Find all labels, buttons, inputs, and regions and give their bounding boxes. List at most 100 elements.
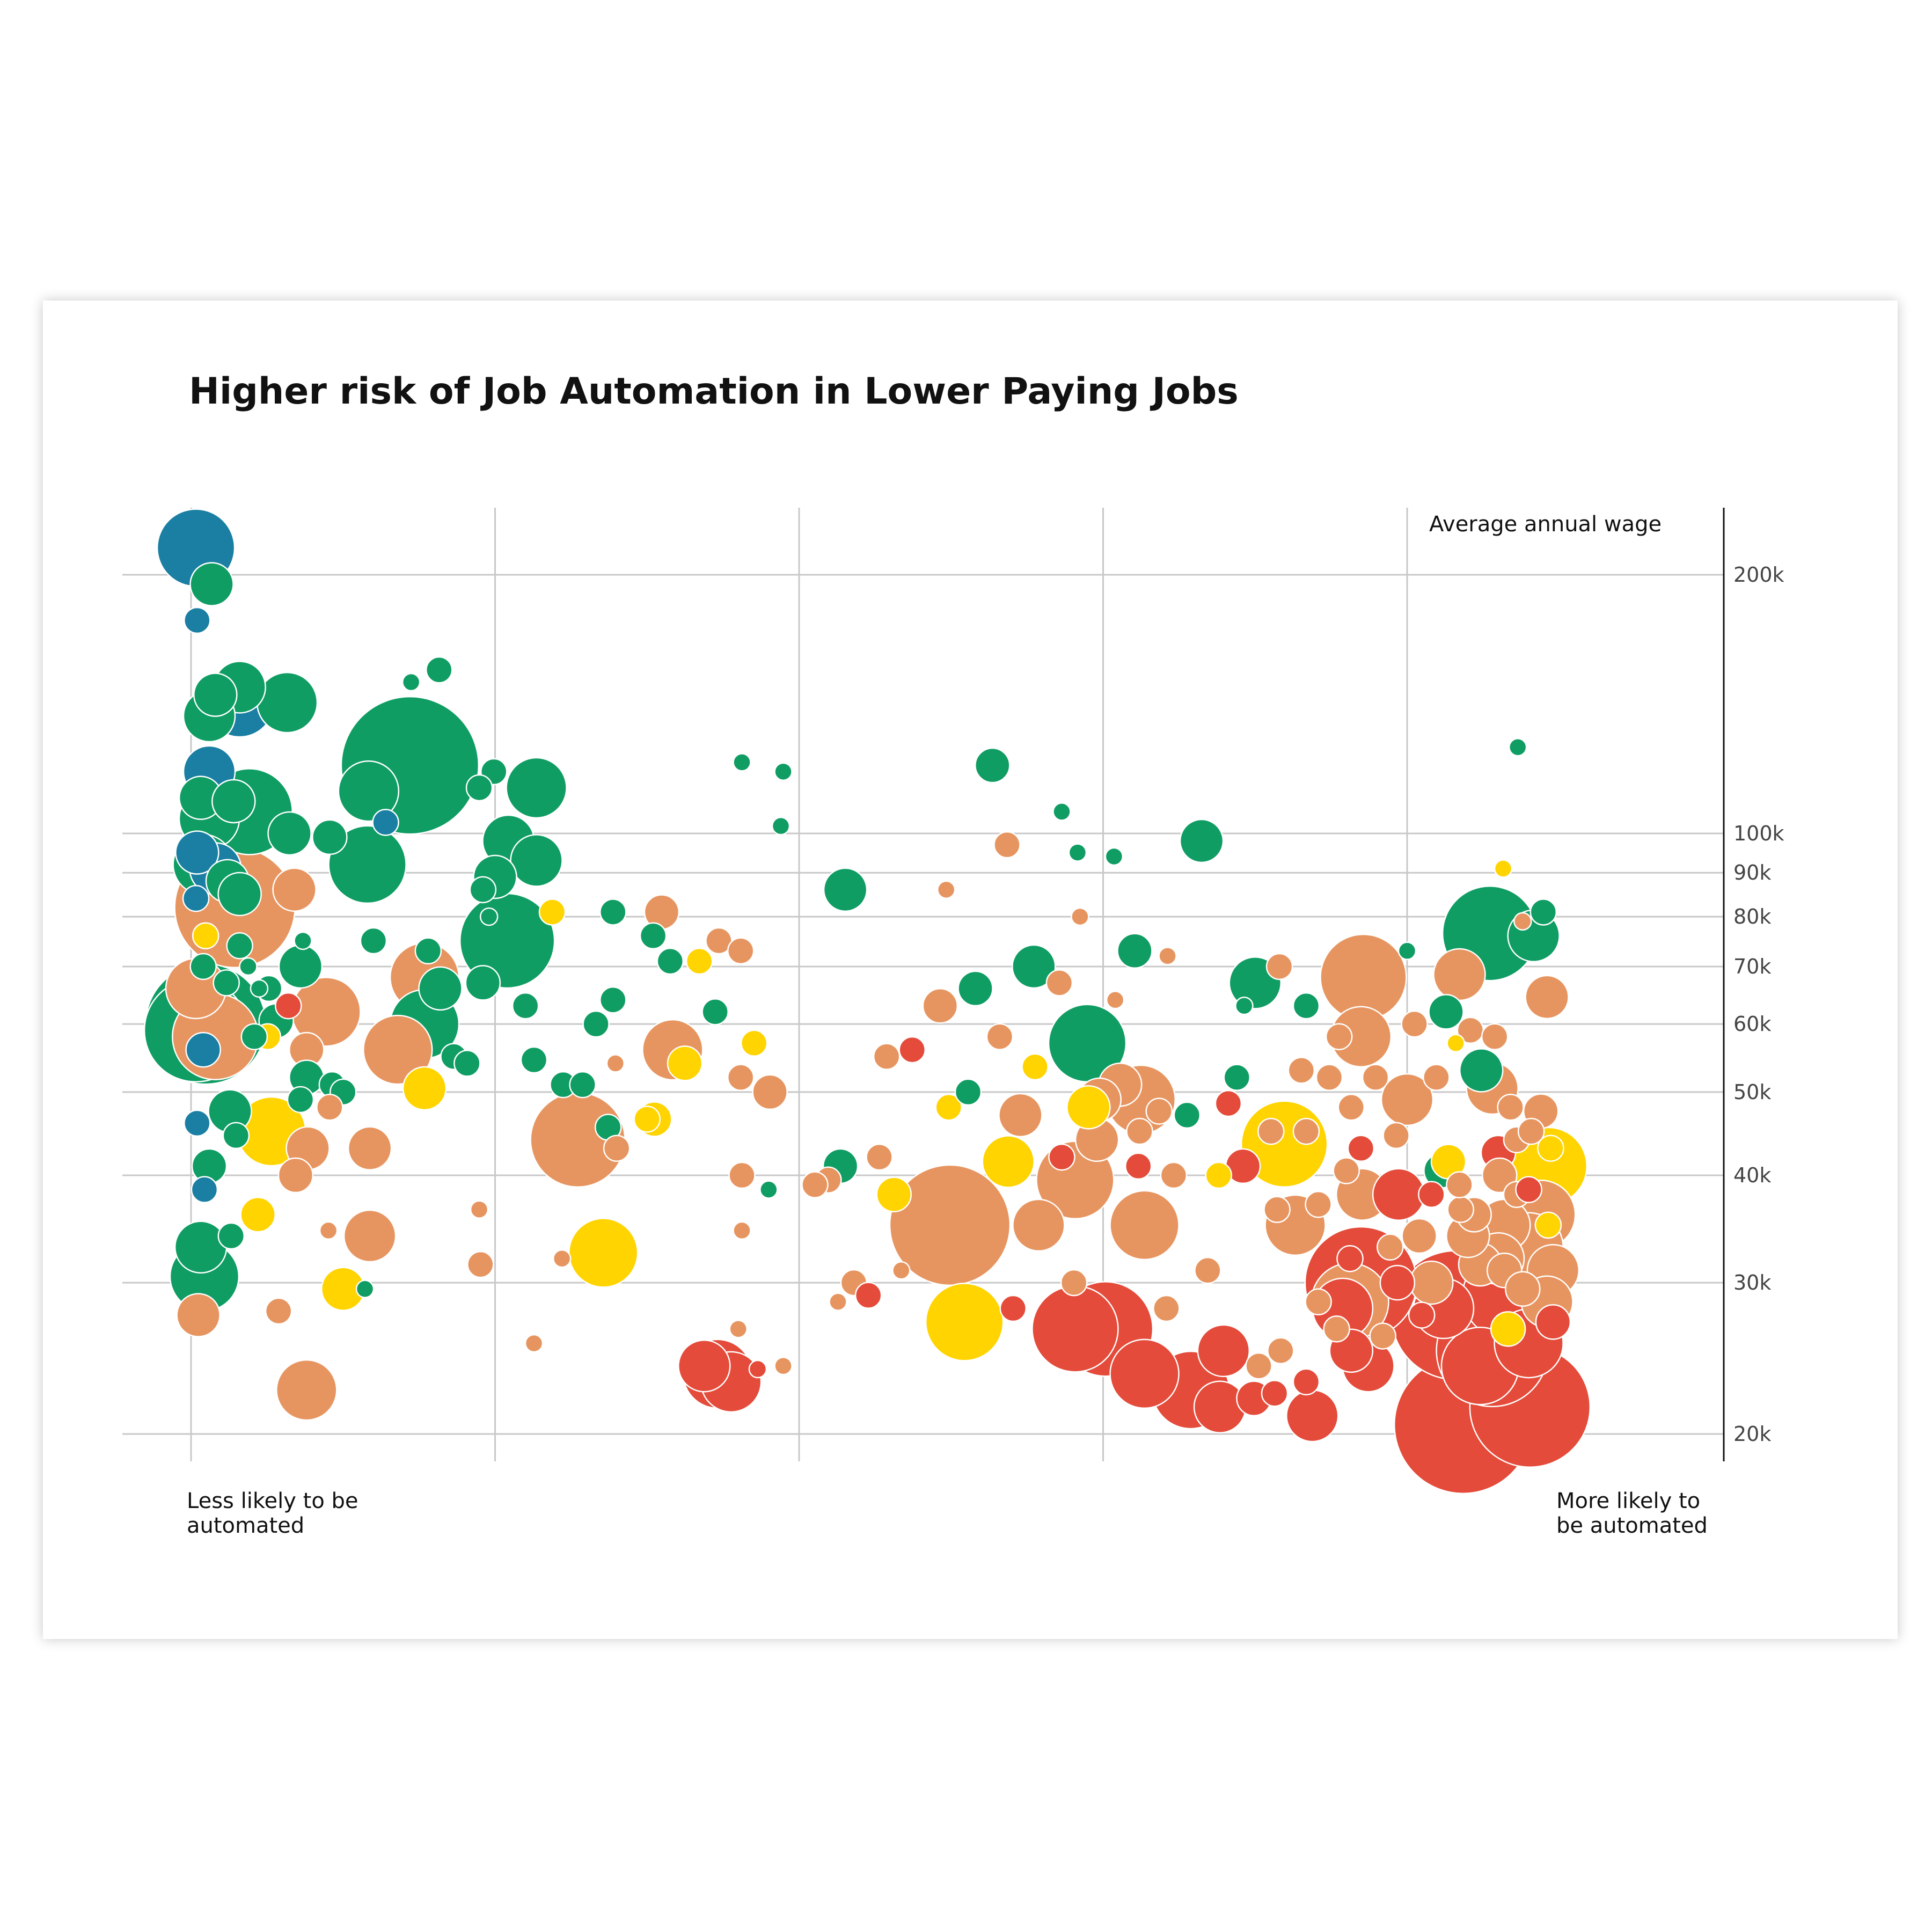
occupation-bubble[interactable]	[360, 927, 387, 955]
occupation-bubble[interactable]	[752, 1074, 788, 1110]
occupation-bubble[interactable]	[727, 937, 755, 965]
occupation-bubble[interactable]	[1292, 1117, 1320, 1145]
occupation-bubble[interactable]	[1012, 1198, 1065, 1252]
occupation-bubble[interactable]	[239, 957, 258, 976]
occupation-bubble[interactable]	[213, 969, 240, 997]
occupation-bubble[interactable]	[1379, 1264, 1416, 1301]
occupation-bubble[interactable]	[582, 1010, 610, 1038]
occupation-bubble[interactable]	[1265, 953, 1293, 980]
occupation-bubble[interactable]	[1333, 1157, 1360, 1184]
occupation-bubble[interactable]	[1397, 941, 1417, 961]
occupation-bubble[interactable]	[240, 1023, 268, 1050]
occupation-bubble[interactable]	[1205, 1161, 1233, 1189]
occupation-bubble[interactable]	[1060, 1269, 1088, 1297]
occupation-bubble[interactable]	[1325, 1023, 1353, 1050]
occupation-bubble[interactable]	[1418, 1181, 1445, 1208]
occupation-bubble[interactable]	[272, 867, 317, 912]
occupation-bubble[interactable]	[727, 1064, 755, 1091]
occupation-bubble[interactable]	[1021, 1053, 1049, 1081]
occupation-bubble[interactable]	[191, 1176, 218, 1203]
occupation-bubble[interactable]	[524, 1334, 544, 1353]
occupation-bubble[interactable]	[771, 816, 791, 836]
occupation-bubble[interactable]	[184, 606, 211, 634]
occupation-bubble[interactable]	[873, 1043, 901, 1070]
occupation-bubble[interactable]	[1337, 1094, 1365, 1121]
occupation-bubble[interactable]	[925, 1283, 1004, 1362]
occupation-bubble[interactable]	[175, 830, 219, 875]
occupation-bubble[interactable]	[418, 966, 463, 1011]
occupation-bubble[interactable]	[312, 819, 348, 855]
occupation-bubble[interactable]	[1066, 1085, 1111, 1130]
occupation-bubble[interactable]	[185, 1031, 221, 1068]
occupation-bubble[interactable]	[1401, 1218, 1437, 1254]
occupation-bubble[interactable]	[678, 1339, 731, 1393]
occupation-bubble[interactable]	[1109, 1190, 1180, 1261]
occupation-bubble[interactable]	[465, 774, 493, 802]
occupation-bubble[interactable]	[854, 1282, 882, 1309]
occupation-bubble[interactable]	[470, 1200, 489, 1219]
occupation-bubble[interactable]	[265, 1297, 292, 1325]
occupation-bubble[interactable]	[1529, 898, 1557, 926]
occupation-bubble[interactable]	[1347, 1135, 1375, 1162]
occupation-bubble[interactable]	[1446, 1171, 1473, 1198]
occupation-bubble[interactable]	[1124, 1152, 1152, 1180]
occupation-bubble[interactable]	[1287, 1057, 1315, 1084]
occupation-bubble[interactable]	[276, 1359, 338, 1421]
occupation-bubble[interactable]	[733, 753, 751, 772]
occupation-bubble[interactable]	[1525, 975, 1569, 1020]
occupation-bubble[interactable]	[1401, 1010, 1428, 1038]
occupation-bubble[interactable]	[569, 1071, 596, 1099]
occupation-bubble[interactable]	[889, 1164, 1011, 1286]
occupation-bubble[interactable]	[982, 1135, 1035, 1188]
occupation-bubble[interactable]	[1031, 1285, 1119, 1373]
occupation-bubble[interactable]	[211, 779, 256, 824]
occupation-bubble[interactable]	[355, 1279, 375, 1299]
occupation-bubble[interactable]	[993, 831, 1021, 859]
occupation-bubble[interactable]	[506, 757, 567, 819]
occupation-bubble[interactable]	[1109, 1338, 1180, 1409]
occupation-bubble[interactable]	[1194, 1257, 1221, 1284]
occupation-bubble[interactable]	[1315, 1064, 1343, 1091]
occupation-bubble[interactable]	[1459, 1048, 1504, 1093]
occupation-bubble[interactable]	[347, 1126, 392, 1171]
occupation-bubble[interactable]	[1071, 907, 1089, 926]
occupation-bubble[interactable]	[568, 1218, 639, 1288]
occupation-bubble[interactable]	[511, 992, 539, 1020]
occupation-bubble[interactable]	[1447, 1196, 1474, 1223]
occupation-bubble[interactable]	[1537, 1135, 1564, 1162]
occupation-bubble[interactable]	[1012, 944, 1056, 989]
occupation-bubble[interactable]	[1223, 1064, 1251, 1091]
occupation-bubble[interactable]	[226, 932, 253, 960]
occupation-bubble[interactable]	[510, 834, 563, 887]
occupation-bubble[interactable]	[193, 672, 238, 717]
occupation-bubble[interactable]	[1380, 1073, 1434, 1126]
occupation-bubble[interactable]	[1305, 1288, 1332, 1315]
occupation-bubble[interactable]	[1481, 1023, 1509, 1050]
occupation-bubble[interactable]	[319, 1221, 338, 1240]
occupation-bubble[interactable]	[954, 1078, 982, 1106]
occupation-bubble[interactable]	[362, 1014, 433, 1085]
occupation-bubble[interactable]	[729, 1320, 748, 1338]
occupation-bubble[interactable]	[1193, 1380, 1247, 1433]
occupation-bubble[interactable]	[1106, 991, 1125, 1009]
occupation-bubble[interactable]	[465, 965, 501, 1001]
occupation-bubble[interactable]	[552, 1249, 572, 1268]
occupation-bubble[interactable]	[1068, 843, 1087, 862]
occupation-bubble[interactable]	[1535, 1304, 1571, 1340]
occupation-bubble[interactable]	[217, 872, 262, 917]
occupation-bubble[interactable]	[1153, 1294, 1180, 1322]
occupation-bubble[interactable]	[453, 1050, 481, 1077]
occupation-bubble[interactable]	[599, 986, 627, 1014]
occupation-bubble[interactable]	[426, 656, 453, 684]
occupation-bubble[interactable]	[1382, 1122, 1410, 1150]
occupation-bubble[interactable]	[823, 867, 868, 912]
occupation-bubble[interactable]	[192, 922, 219, 950]
occupation-bubble[interactable]	[774, 1356, 793, 1375]
occupation-bubble[interactable]	[1173, 1101, 1201, 1129]
occupation-bubble[interactable]	[1534, 1211, 1562, 1239]
occupation-bubble[interactable]	[1117, 933, 1153, 969]
occupation-bubble[interactable]	[1513, 912, 1532, 931]
occupation-bubble[interactable]	[182, 884, 210, 912]
occupation-bubble[interactable]	[1409, 1260, 1454, 1305]
occupation-bubble[interactable]	[1497, 1094, 1524, 1121]
